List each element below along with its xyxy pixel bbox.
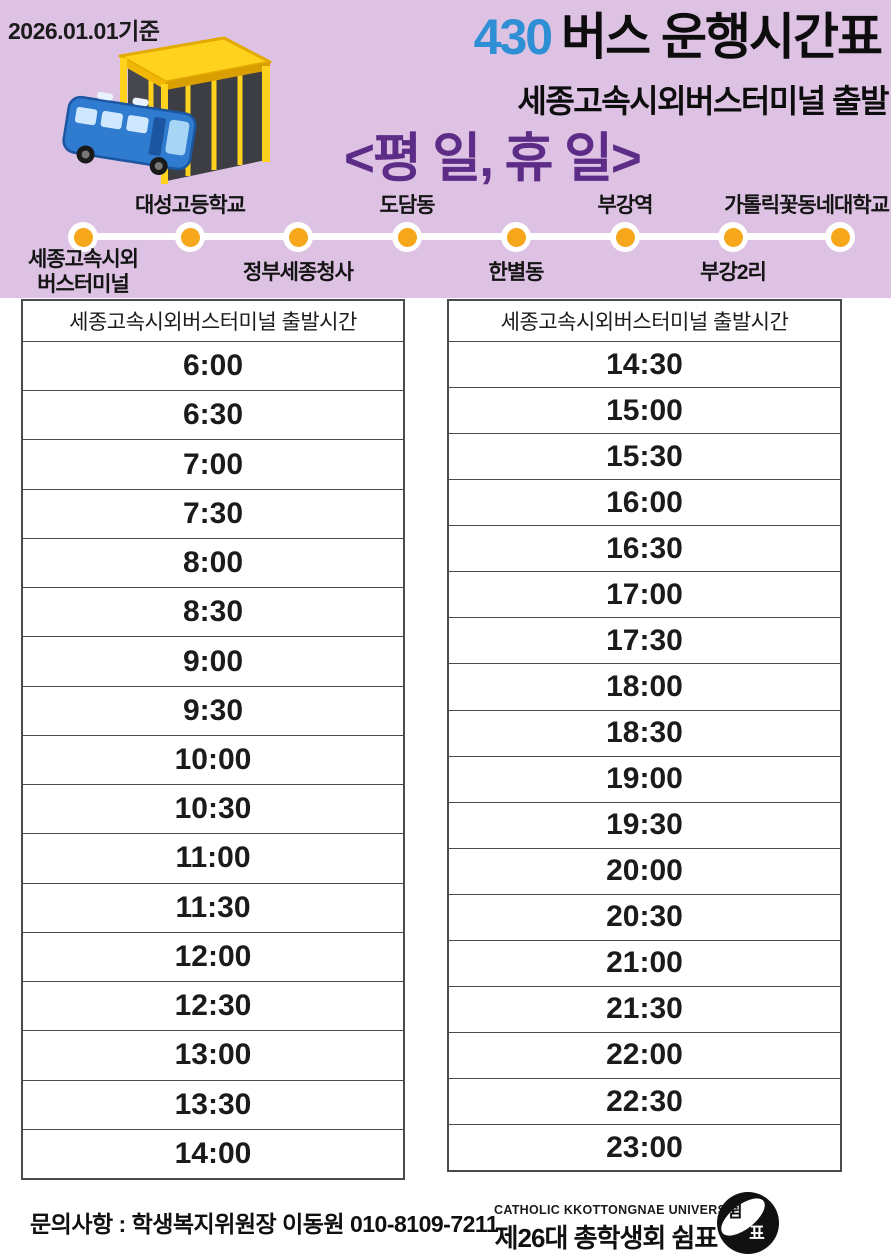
time-cell: 22:30 bbox=[449, 1079, 840, 1126]
time-cell: 15:30 bbox=[449, 434, 840, 481]
route-stop-dot bbox=[175, 222, 205, 252]
time-cell: 10:00 bbox=[23, 736, 403, 786]
time-cell: 17:30 bbox=[449, 618, 840, 665]
stop-dot-core bbox=[180, 227, 200, 247]
time-cell: 19:30 bbox=[449, 803, 840, 849]
stop-dot-core bbox=[506, 227, 526, 247]
route-stop-dot bbox=[392, 222, 422, 252]
poster-subtitle: 세종고속시외버스터미널 출발 bbox=[517, 83, 889, 119]
time-cell: 8:00 bbox=[23, 539, 403, 589]
stop-label-hanbyeol: 한별동 bbox=[488, 261, 545, 284]
time-cell: 9:30 bbox=[23, 687, 403, 736]
svg-text:쉼: 쉼 bbox=[727, 1202, 743, 1221]
time-cell: 20:00 bbox=[449, 849, 840, 895]
time-cell: 7:30 bbox=[23, 490, 403, 539]
organization-block: CATHOLIC KKOTTONGNAE UNIVERSITY 제26대 총학생… bbox=[494, 1203, 747, 1255]
timetable-morning: 세종고속시외버스터미널 출발시간 6:00 6:30 7:00 7:30 8:0… bbox=[21, 299, 405, 1180]
bus-shelter-icon bbox=[62, 36, 272, 184]
stop-dot-core bbox=[288, 227, 308, 247]
route-stop-dot bbox=[283, 222, 313, 252]
student-council-name: 제26대 총학생회 쉼표 bbox=[494, 1223, 719, 1253]
time-cell: 11:00 bbox=[23, 834, 403, 884]
stop-dot-core bbox=[830, 227, 850, 247]
time-cell: 17:00 bbox=[449, 572, 840, 619]
time-cell: 23:00 bbox=[606, 1130, 683, 1164]
stop-label-dodam: 도담동 bbox=[379, 194, 436, 217]
time-cell: 9:00 bbox=[23, 637, 403, 687]
route-stop-dot bbox=[610, 222, 640, 252]
stop-dot-core bbox=[723, 227, 743, 247]
title-text: 버스 운행시간표 bbox=[561, 9, 883, 65]
stop-dot-core bbox=[73, 227, 93, 247]
time-cell: 12:30 bbox=[23, 982, 403, 1032]
route-number: 430 bbox=[473, 9, 553, 65]
timetable-header: 세종고속시외버스터미널 출발시간 bbox=[449, 301, 840, 342]
time-cell: 15:00 bbox=[449, 388, 840, 435]
time-cell: 14:30 bbox=[449, 342, 840, 389]
day-type-note: <평 일, 휴 일> bbox=[344, 129, 642, 188]
time-cell: 16:30 bbox=[449, 526, 840, 573]
time-cell: 19:00 bbox=[449, 757, 840, 803]
time-cell: 22:00 bbox=[449, 1033, 840, 1079]
time-cell: 13:30 bbox=[23, 1081, 403, 1130]
stop-label-government: 정부세종청사 bbox=[243, 261, 354, 284]
time-cell: 7:00 bbox=[23, 440, 403, 490]
time-cell: 11:30 bbox=[23, 884, 403, 933]
route-line bbox=[83, 233, 840, 240]
time-cell: 10:30 bbox=[23, 785, 403, 835]
time-cell: 21:00 bbox=[449, 941, 840, 987]
stop-label-bugang-stn: 부강역 bbox=[597, 194, 654, 217]
timetable-header: 세종고속시외버스터미널 출발시간 bbox=[23, 301, 403, 342]
poster-title: 430 버스 운행시간표 bbox=[473, 9, 883, 65]
contact-info: 문의사항 : 학생복지위원장 이동원 010-8109-7211 bbox=[30, 1211, 499, 1237]
time-cell: 8:30 bbox=[23, 588, 403, 638]
stop-dot-core bbox=[615, 227, 635, 247]
time-cell: 13:00 bbox=[23, 1031, 403, 1081]
time-cell: 12:00 bbox=[23, 933, 403, 983]
stop-label-kkottongnae: 가톨릭꽃동네대학교 bbox=[724, 194, 890, 217]
time-cell: 18:30 bbox=[449, 711, 840, 757]
stop-dot-core bbox=[397, 227, 417, 247]
stop-label-terminal: 세종고속시외 버스터미널 bbox=[28, 248, 139, 297]
stop-label-daeseong: 대성고등학교 bbox=[135, 194, 246, 217]
route-stop-dot bbox=[501, 222, 531, 252]
stop-label-bugang2ri: 부강2리 bbox=[700, 261, 767, 284]
route-stop-dot bbox=[68, 222, 98, 252]
time-cell: 18:00 bbox=[449, 664, 840, 711]
time-cell: 6:30 bbox=[23, 391, 403, 441]
student-council-logo-icon: 쉼 표 bbox=[716, 1191, 780, 1255]
time-cell: 6:00 bbox=[23, 342, 403, 392]
svg-text:표: 표 bbox=[749, 1224, 765, 1243]
bus-stop-illustration bbox=[62, 32, 287, 197]
route-stop-dot bbox=[718, 222, 748, 252]
time-cell: 21:30 bbox=[449, 987, 840, 1033]
time-cell: 14:00 bbox=[174, 1136, 252, 1170]
timetable-afternoon: 세종고속시외버스터미널 출발시간 14:30 15:00 15:30 16:00… bbox=[447, 299, 842, 1172]
time-cell: 16:00 bbox=[449, 480, 840, 527]
reference-date: 2026.01.01기준 bbox=[8, 18, 160, 44]
time-cell: 20:30 bbox=[449, 895, 840, 941]
route-stop-dot bbox=[825, 222, 855, 252]
university-name-en: CATHOLIC KKOTTONGNAE UNIVERSITY bbox=[494, 1203, 747, 1217]
